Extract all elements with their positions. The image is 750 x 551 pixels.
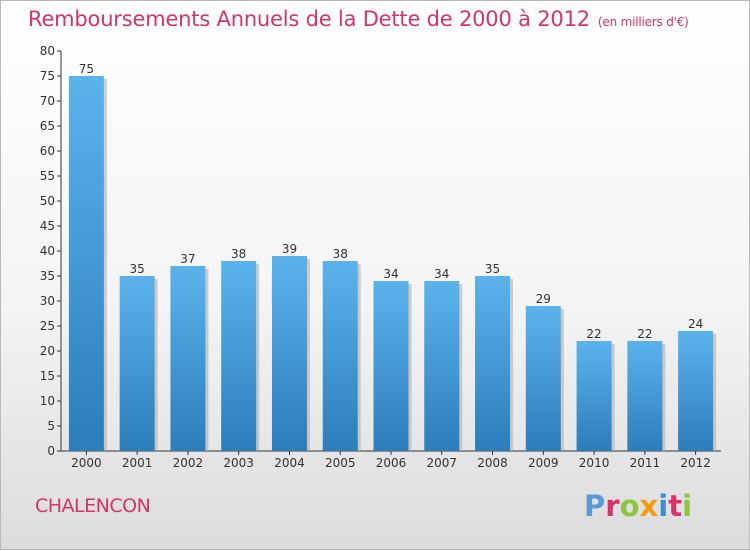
- y-tick-label: 55: [40, 169, 55, 183]
- bar-value-label: 38: [333, 247, 348, 261]
- bar-value-label: 35: [130, 262, 145, 276]
- bar: [119, 276, 155, 451]
- y-tick-label: 75: [40, 69, 55, 83]
- x-tick-label: 2008: [477, 456, 508, 470]
- bar: [68, 76, 104, 451]
- bar: [271, 256, 307, 451]
- chart-subtitle: (en milliers d'€): [597, 15, 689, 29]
- bar-value-label: 35: [485, 262, 500, 276]
- y-tick-label: 65: [40, 119, 55, 133]
- logo-letter: i: [658, 489, 669, 523]
- bar: [525, 306, 561, 451]
- logo-letter: o: [619, 489, 640, 523]
- y-tick-label: 0: [47, 444, 55, 458]
- y-tick-label: 50: [40, 194, 55, 208]
- bar: [627, 341, 663, 451]
- bar-value-label: 38: [231, 247, 246, 261]
- x-tick-label: 2009: [528, 456, 559, 470]
- y-tick-label: 70: [40, 94, 55, 108]
- y-tick-label: 45: [40, 219, 55, 233]
- bar: [373, 281, 409, 451]
- x-tick-label: 2002: [173, 456, 204, 470]
- y-tick-label: 30: [40, 294, 55, 308]
- x-tick-label: 2007: [426, 456, 457, 470]
- chart-title-text: Remboursements Annuels de la Dette de 20…: [28, 7, 590, 31]
- y-tick-label: 20: [40, 344, 55, 358]
- chart-title: Remboursements Annuels de la Dette de 20…: [28, 7, 689, 31]
- bar: [221, 261, 257, 451]
- y-tick-label: 60: [40, 144, 55, 158]
- bar: [475, 276, 511, 451]
- bar-value-label: 39: [282, 242, 297, 256]
- y-tick-label: 35: [40, 269, 55, 283]
- bar: [424, 281, 460, 451]
- bar: [576, 341, 612, 451]
- logo-letter: x: [639, 489, 659, 523]
- x-tick-label: 2005: [325, 456, 356, 470]
- y-tick-label: 25: [40, 319, 55, 333]
- bar-value-label: 75: [79, 62, 94, 76]
- logo-letter: r: [605, 489, 620, 523]
- bar: [170, 266, 206, 451]
- logo-letter: t: [668, 489, 683, 523]
- logo-letter: P: [584, 489, 606, 523]
- commune-name: CHALENCON: [35, 495, 151, 517]
- y-tick-label: 5: [47, 419, 55, 433]
- bar-value-label: 24: [688, 317, 703, 331]
- x-tick-label: 2012: [680, 456, 711, 470]
- x-tick-label: 2003: [223, 456, 254, 470]
- x-tick-label: 2000: [71, 456, 102, 470]
- bar: [678, 331, 714, 451]
- proxiti-logo: Proxiti: [584, 489, 692, 523]
- bar-value-label: 34: [434, 267, 449, 281]
- logo-letter: i: [682, 489, 693, 523]
- bar-value-label: 37: [180, 252, 195, 266]
- x-tick-label: 2001: [122, 456, 153, 470]
- y-tick-label: 15: [40, 369, 55, 383]
- chart-bars: [68, 76, 717, 451]
- bar-value-label: 22: [586, 327, 601, 341]
- chart-axes: 0 5 10 15 20 25 30 35 40 45 50 55 60 65 70 75 80: [40, 44, 721, 458]
- chart-labels: 75 2000 35 2001 37 2002 38 2003 39 2004 38 2005 34 20…: [71, 62, 711, 470]
- y-tick-label: 10: [40, 394, 55, 408]
- bar-value-label: 29: [536, 292, 551, 306]
- x-tick-label: 2006: [376, 456, 407, 470]
- y-tick-label: 40: [40, 244, 55, 258]
- bar-value-label: 34: [383, 267, 398, 281]
- bar: [322, 261, 358, 451]
- x-tick-label: 2011: [630, 456, 661, 470]
- y-tick-label: 80: [40, 44, 55, 58]
- x-tick-label: 2004: [274, 456, 305, 470]
- x-tick-label: 2010: [579, 456, 610, 470]
- bar-value-label: 22: [637, 327, 652, 341]
